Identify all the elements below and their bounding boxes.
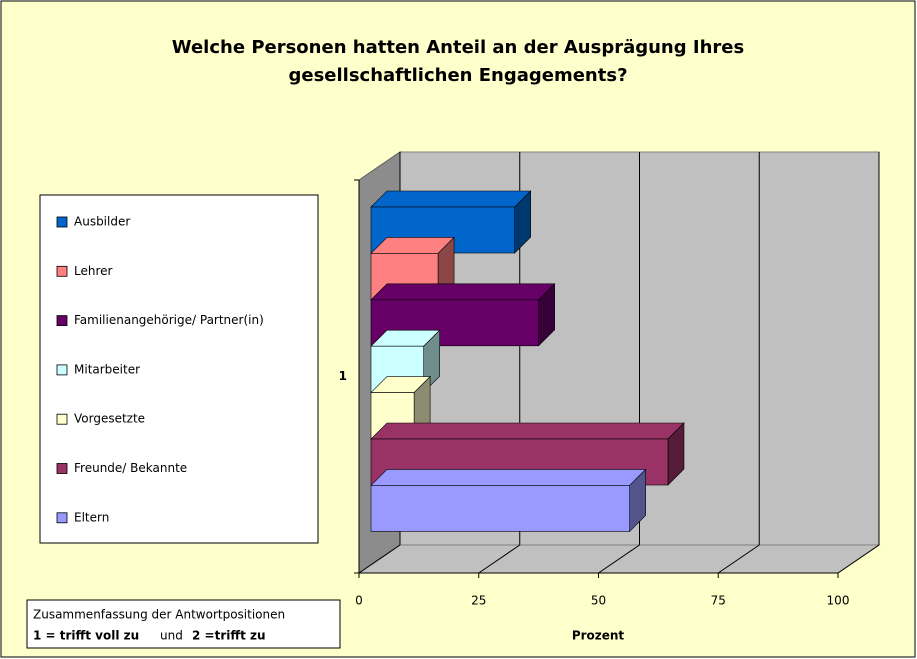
legend-swatch: [56, 413, 68, 425]
x-tick-label: 75: [711, 594, 726, 608]
legend-swatch: [56, 315, 68, 327]
note-text: 2 =trifft zu: [192, 629, 266, 643]
legend-label: Freunde/ Bekannte: [74, 461, 187, 475]
grid-line: [837, 544, 880, 574]
legend-label: Lehrer: [74, 264, 113, 278]
grid-line: [598, 544, 640, 574]
bar-top: [370, 190, 532, 208]
legend-label: Eltern: [74, 510, 109, 524]
y-tick-label: 1: [339, 369, 347, 383]
grid-line: [358, 544, 401, 574]
note-text: Zusammenfassung der Antwortpositionen: [33, 608, 285, 622]
legend-swatch: [56, 265, 68, 277]
legend-swatch: [56, 463, 68, 474]
legend-label: Familienangehörige/ Partner(in): [74, 313, 264, 327]
grid-line: [717, 544, 760, 574]
bar: [370, 485, 630, 532]
legend-label: Vorgesetzte: [74, 412, 145, 426]
x-axis-label: Prozent: [572, 629, 625, 643]
x-tick-label: 50: [591, 594, 606, 608]
legend-swatch: [56, 216, 68, 228]
note-box: [26, 599, 341, 649]
bar-top: [370, 422, 685, 440]
legend-swatch: [56, 512, 68, 524]
x-tick-label: 25: [471, 594, 486, 608]
legend-label: Ausbilder: [74, 215, 130, 229]
bar-top: [370, 283, 556, 301]
legend-box: [39, 194, 319, 544]
bar-top: [370, 469, 647, 486]
x-tick-label: 100: [827, 594, 850, 608]
note-text: und: [160, 629, 183, 643]
chart-title: Welche Personen hatten Anteil an der Aus…: [171, 37, 745, 86]
legend-label: Mitarbeiter: [74, 362, 140, 376]
grid-line: [478, 544, 521, 574]
legend-swatch: [56, 364, 68, 376]
x-tick-label: 0: [355, 594, 363, 608]
note-text: 1 = trifft voll zu: [33, 629, 139, 643]
